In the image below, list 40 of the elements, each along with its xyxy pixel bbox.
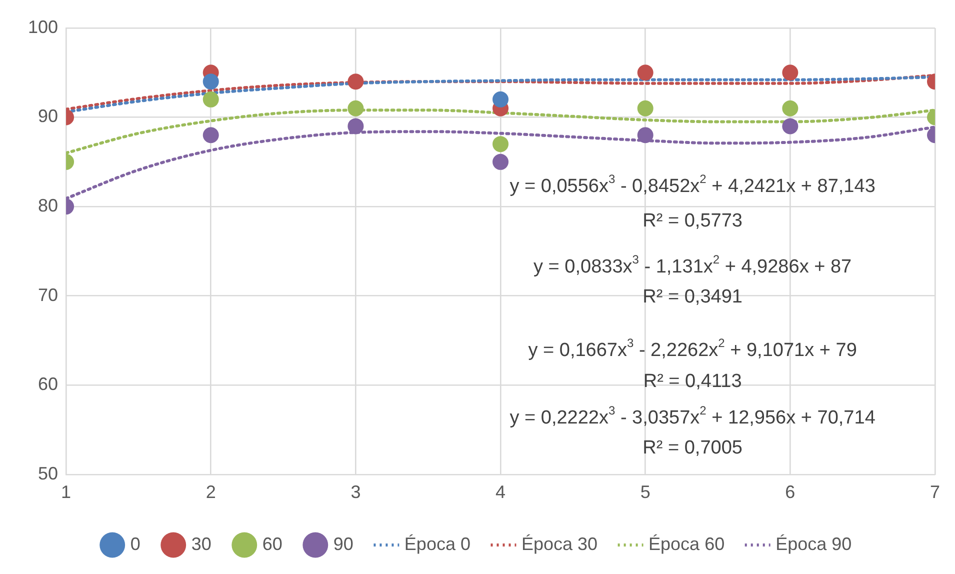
point: [492, 136, 509, 152]
point: [782, 64, 798, 81]
point: [782, 100, 798, 116]
annotation: R² = 0,5773: [642, 210, 742, 232]
point: [492, 91, 509, 108]
legend-label: 30: [191, 534, 212, 554]
legend-label: 90: [333, 534, 354, 554]
annotation: R² = 0,3491: [642, 286, 742, 308]
x-tick-label: 2: [206, 482, 216, 502]
x-tick-label: 6: [785, 482, 796, 502]
point: [202, 74, 219, 90]
x-tick-label: 7: [930, 482, 940, 502]
legend-label: 60: [262, 534, 282, 554]
point: [637, 64, 654, 81]
point: [348, 118, 364, 134]
legend-label: Época 60: [648, 534, 725, 554]
x-tick-label: 3: [350, 482, 361, 502]
y-tick-label: 90: [38, 106, 58, 126]
y-tick-label: 60: [38, 374, 58, 394]
annotation: R² = 0,4113: [643, 370, 742, 392]
point: [637, 127, 654, 144]
x-tick-label: 4: [496, 482, 506, 502]
legend-label: Época 90: [776, 534, 852, 554]
point: [202, 91, 219, 108]
y-tick-label: 70: [38, 284, 58, 305]
legend-label: Época 30: [521, 534, 598, 554]
y-tick-label: 80: [38, 196, 58, 216]
point: [782, 118, 798, 134]
y-tick-label: 50: [38, 463, 58, 484]
y-tick-label: 100: [28, 16, 58, 37]
annotation: R² = 0,7005: [642, 437, 742, 458]
point: [492, 154, 509, 170]
point: [637, 100, 654, 116]
x-tick-label: 1: [61, 482, 72, 502]
legend-label: 0: [130, 534, 140, 554]
point: [202, 127, 219, 144]
legend-label: Época 0: [404, 534, 470, 554]
point: [348, 74, 364, 90]
x-tick-label: 5: [640, 482, 650, 502]
point: [348, 100, 364, 116]
